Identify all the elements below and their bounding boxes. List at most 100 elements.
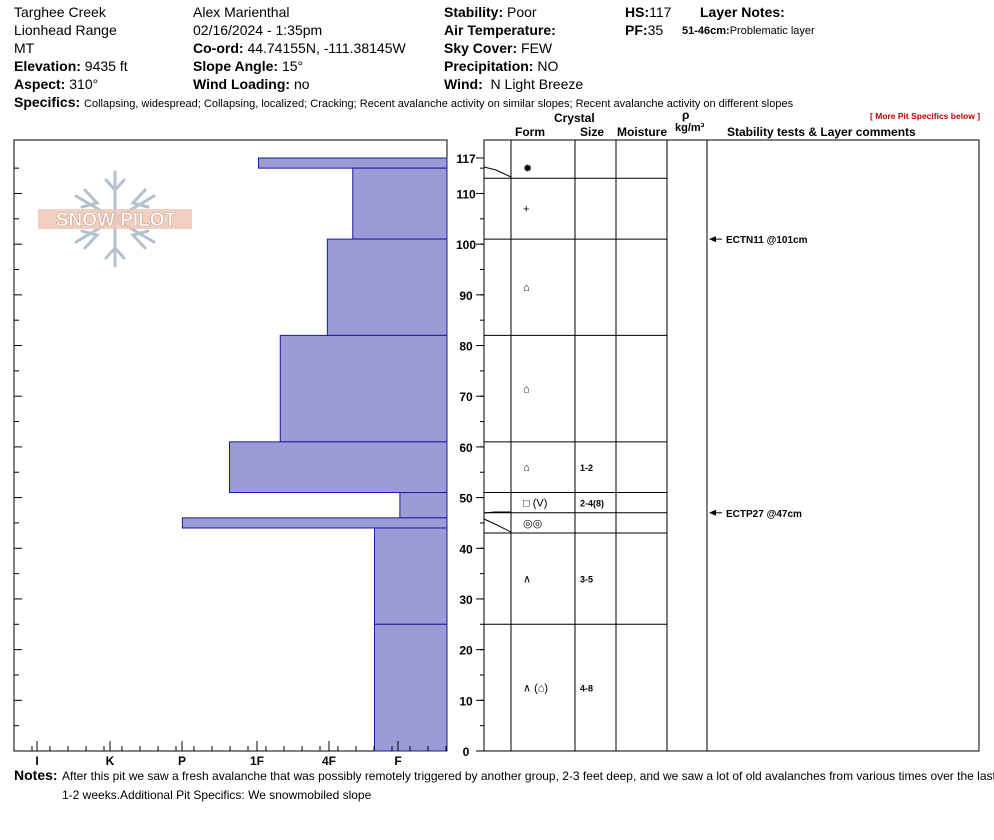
specifics-label: Specifics: xyxy=(14,94,81,110)
hardness-bar xyxy=(399,492,448,519)
test-arrow-head xyxy=(709,509,716,516)
stability-value: Poor xyxy=(507,4,537,20)
pf-field: PF:35 xyxy=(625,21,663,39)
grain-form: ⌂ xyxy=(523,384,530,396)
grain-size: 4-8 xyxy=(580,684,593,694)
pf-value: 35 xyxy=(647,22,664,38)
grain-form: □ (V) xyxy=(523,498,547,510)
layer-note-text: Problematic layer xyxy=(729,25,815,37)
crystal-header: Crystal xyxy=(554,111,595,125)
stability-label: Stability: xyxy=(444,4,504,20)
moisture-header: Moisture xyxy=(617,125,668,139)
grain-form: ✹ xyxy=(523,163,532,175)
notes-label: Notes: xyxy=(14,767,58,783)
notes-text: After this pit we saw a fresh avalanche … xyxy=(62,769,994,802)
sky-cover-label: Sky Cover: xyxy=(444,40,518,56)
specifics-line: Specifics: Collapsing, widespread; Colla… xyxy=(14,94,793,110)
wind-loading-label: Wind Loading: xyxy=(193,76,291,92)
slope-field: Slope Angle: 15° xyxy=(193,57,303,75)
hardness-bar xyxy=(352,167,448,240)
grain-size: 1-2 xyxy=(580,463,593,473)
hs-value: 117 xyxy=(649,4,672,20)
layer-profile-table: ✹ + ⌂ ⌂ ⌂ 1-2 □ (V) 2-4(8) ◎◎ ∧ 3-5 ∧ (⌂) 4-8 ECTN11 … xyxy=(483,139,980,752)
aspect-field: Aspect: 310° xyxy=(14,75,98,93)
elevation-field: Elevation: 9435 ft xyxy=(14,57,128,75)
slope-label: Slope Angle: xyxy=(193,58,279,74)
precip-value: NO xyxy=(537,58,559,74)
depth-label: 117 xyxy=(456,152,476,166)
pf-label: PF: xyxy=(625,22,648,38)
grain-size: 3-5 xyxy=(580,575,593,585)
depth-label: 50 xyxy=(459,492,473,506)
grain-size: 2-4(8) xyxy=(580,499,604,509)
hardness-axis-label: 4F xyxy=(322,754,336,768)
size-header: Size xyxy=(580,125,605,139)
test-arrow-head xyxy=(709,236,716,243)
stability-test-label: ECTN11 @101cm xyxy=(726,235,808,246)
grain-form: ∧ (⌂) xyxy=(523,683,548,695)
wind-loading-field: Wind Loading: no xyxy=(193,75,310,93)
hardness-bar xyxy=(229,441,448,494)
coord-value: 44.74155N, -111.38145W xyxy=(247,40,406,56)
snowpilot-logo: SNOW PILOT xyxy=(38,170,192,268)
logo-banner xyxy=(38,209,192,229)
grain-form: ◎◎ xyxy=(523,518,542,530)
state: MT xyxy=(14,40,35,56)
logo-text: SNOW PILOT xyxy=(56,210,177,231)
wind-label: Wind: xyxy=(444,76,483,92)
layer-connector xyxy=(483,511,511,514)
observation-datetime: 02/16/2024 - 1:35pm xyxy=(193,22,323,38)
hardness-axis-label: I xyxy=(35,754,38,768)
coord-label: Co-ord: xyxy=(193,40,244,56)
wind-loading-value: no xyxy=(293,76,310,92)
depth-label: 60 xyxy=(459,441,473,455)
hardness-axis-label: P xyxy=(178,754,186,768)
layer-note: 51-46cm:Problematic layer xyxy=(682,22,815,40)
aspect-label: Aspect: xyxy=(14,76,66,92)
aspect-value: 310° xyxy=(69,76,99,92)
notes-section: Notes: After this pit we saw a fresh ava… xyxy=(14,766,994,802)
depth-label: 90 xyxy=(459,289,473,303)
depth-label: 40 xyxy=(459,542,473,556)
hs-label: HS: xyxy=(625,4,650,20)
layer-connector xyxy=(483,166,512,178)
layer-note-range: 51-46cm: xyxy=(682,25,730,37)
observer-name: Alex Marienthal xyxy=(193,4,290,20)
rho-header: ρ xyxy=(682,108,690,122)
wind-field: Wind: N Light Breeze xyxy=(444,75,583,93)
hardness-axis-label: 1F xyxy=(250,754,264,768)
sky-cover-value: FEW xyxy=(521,40,553,56)
air-temp-label: Air Temperature: xyxy=(444,22,556,38)
stability-comments-header: Stability tests & Layer comments xyxy=(727,125,916,139)
hardness-axis-label: F xyxy=(394,754,401,768)
depth-label: 110 xyxy=(456,187,476,201)
more-specifics-link[interactable]: [ More Pit Specifics below ] xyxy=(870,111,981,121)
air-temp-field: Air Temperature: xyxy=(444,21,556,39)
grain-form: ⌂ xyxy=(523,282,530,294)
precip-label: Precipitation: xyxy=(444,58,534,74)
grain-form: ⌂ xyxy=(523,462,530,474)
precip-field: Precipitation: NO xyxy=(444,57,558,75)
hardness-bar xyxy=(374,527,448,625)
elevation-value: 9435 ft xyxy=(84,58,128,74)
slope-value: 15° xyxy=(281,58,304,74)
grain-form: ∧ xyxy=(523,574,531,586)
coord-field: Co-ord: 44.74155N, -111.38145W xyxy=(193,39,406,57)
location-name: Targhee Creek xyxy=(14,4,106,20)
sky-cover-field: Sky Cover: FEW xyxy=(444,39,552,57)
hardness-bar xyxy=(279,334,448,443)
hs-field: HS:117 xyxy=(625,3,671,21)
layer-notes-label: Layer Notes: xyxy=(700,4,785,20)
specifics-text: Collapsing, widespread; Collapsing, loca… xyxy=(84,98,794,110)
hardness-bar xyxy=(374,623,448,752)
depth-label: 20 xyxy=(459,644,473,658)
profile-frame xyxy=(483,139,980,752)
depth-label: 80 xyxy=(459,340,473,354)
form-header: Form xyxy=(515,125,545,139)
wind-value: N Light Breeze xyxy=(490,76,584,92)
hardness-axis-label: K xyxy=(106,754,115,768)
depth-label: 30 xyxy=(459,593,473,607)
hardness-bar xyxy=(181,517,448,529)
elevation-label: Elevation: xyxy=(14,58,81,74)
